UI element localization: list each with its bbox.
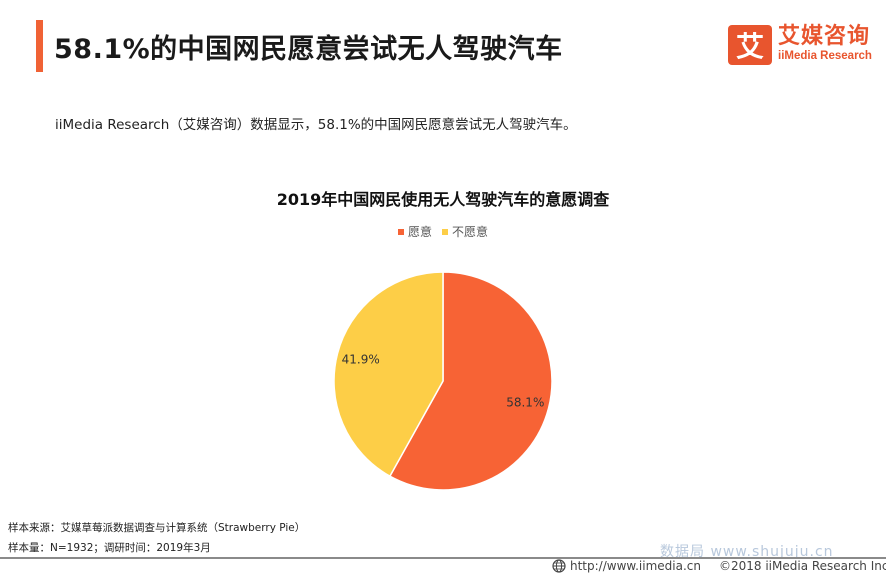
footer-url[interactable]: http://www.iimedia.cn	[570, 559, 701, 573]
chart-title: 2019年中国网民使用无人驾驶汽车的意愿调查	[276, 190, 610, 209]
brand-logo: 艾 艾媒咨询 iiMedia Research	[728, 25, 872, 69]
summary-text: iiMedia Research（艾媒咨询）数据显示，58.1%的中国网民愿意尝…	[55, 117, 577, 133]
logo-name-cn: 艾媒咨询	[778, 24, 871, 49]
chart-legend: 愿意 不愿意	[0, 223, 886, 240]
footer-copyright: ©2018 iiMedia Research Inc	[718, 559, 886, 573]
logo-text: 艾媒咨询 iiMedia Research	[778, 25, 872, 63]
watermark: 数据局 www.shujuju.cn	[660, 544, 834, 560]
legend-label-unwilling: 不愿意	[452, 225, 489, 239]
sample-source-note: 样本来源：艾媒草莓派数据调查与计算系统（Strawberry Pie）	[8, 522, 306, 534]
pie-label-willing: 58.1%	[506, 395, 544, 409]
logo-name-en: iiMedia Research	[778, 50, 872, 62]
legend-label-willing: 愿意	[407, 225, 432, 239]
legend-swatch-willing	[397, 228, 404, 235]
pie-label-unwilling: 41.9%	[342, 353, 380, 367]
sample-size-note: 样本量：N=1932；调研时间：2019年3月	[8, 542, 211, 554]
page-title: 58.1%的中国网民愿意尝试无人驾驶汽车	[54, 34, 563, 65]
footer-divider	[0, 557, 886, 559]
pie-slice-unwilling	[333, 271, 444, 478]
legend-swatch-unwilling	[442, 228, 448, 235]
logo-mark: 艾	[728, 25, 772, 65]
legend-item-unwilling: 不愿意	[442, 223, 488, 240]
globe-icon	[552, 559, 566, 573]
title-accent-bar	[36, 20, 43, 72]
legend-item-willing: 愿意	[397, 223, 432, 240]
footer: http://www.iimedia.cn ©2018 iiMedia Rese…	[552, 559, 886, 573]
pie-slice-willing	[388, 271, 553, 491]
